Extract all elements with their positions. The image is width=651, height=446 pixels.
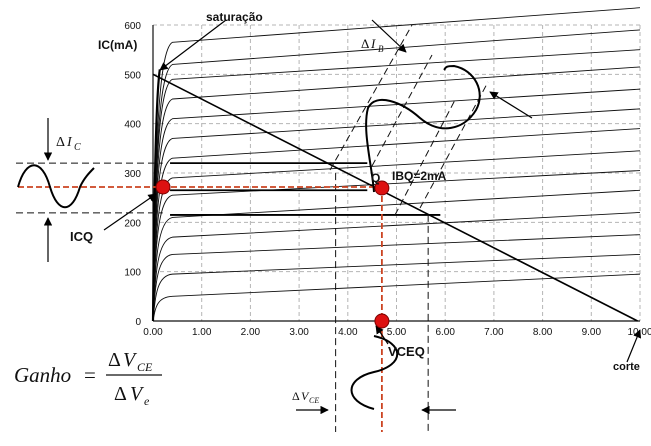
q-point-guides (16, 24, 489, 432)
x-tick-label: 1.00 (192, 327, 212, 338)
svg-text:CE: CE (309, 396, 319, 405)
svg-text:C: C (74, 142, 81, 153)
y-axis-label: IC(mA) (98, 38, 137, 52)
x-tick-label: 3.00 (289, 327, 309, 338)
x-tick-label: 4.00 (338, 327, 358, 338)
svg-text:V: V (123, 349, 138, 371)
svg-text:CE: CE (137, 360, 153, 374)
svg-text:B: B (378, 44, 384, 54)
saturation-edge (151, 69, 161, 322)
cutoff-arrow (626, 329, 642, 363)
x-tick-label: 6.00 (435, 327, 455, 338)
y-tick-label: 200 (124, 218, 141, 229)
svg-text:V: V (130, 383, 145, 405)
delta-ic-label: Δ I C (56, 135, 81, 153)
ib-wave (365, 64, 481, 193)
vceq-label: VCEQ (388, 344, 425, 359)
svg-text:Δ: Δ (361, 36, 369, 51)
icq-marker (155, 179, 171, 195)
delta-ib-guide (371, 54, 433, 167)
signal-waves (17, 64, 481, 410)
svg-text:V: V (301, 389, 310, 403)
load-line-segment (152, 73, 638, 322)
x-tick-label: 9.00 (582, 327, 602, 338)
y-tick-label: 100 (124, 268, 141, 279)
icq-arrow (103, 193, 157, 231)
ic-wave (17, 164, 95, 208)
vceq-marker (374, 313, 390, 329)
ibq-label: IBQ=2mA (392, 169, 447, 183)
load-line (152, 73, 638, 322)
cutoff-label: corte (613, 361, 640, 373)
svg-text:I: I (66, 135, 73, 150)
svg-text:I: I (370, 36, 376, 51)
y-tick-label: 600 (124, 21, 141, 32)
vceq-arrow (375, 325, 389, 345)
svg-text:Δ: Δ (292, 389, 300, 403)
svg-text:Δ: Δ (56, 135, 65, 150)
x-tick-label: 8.00 (533, 327, 553, 338)
y-tick-label: 500 (124, 70, 141, 81)
svg-text:Δ: Δ (114, 383, 127, 405)
collector-curves (151, 7, 641, 322)
x-tick-label: 7.00 (484, 327, 504, 338)
y-tick-label: 400 (124, 120, 141, 131)
svg-text:Δ: Δ (108, 349, 121, 371)
delta-ib-label: Δ I B (361, 36, 384, 54)
y-tick-label: 300 (124, 169, 141, 180)
q-markers (155, 179, 390, 329)
svg-text:e: e (144, 394, 150, 408)
gain-formula: Ganho = Δ V CE Δ V e (14, 349, 162, 408)
svg-text:Ganho: Ganho (14, 363, 71, 387)
y-tick-label: 0 (135, 317, 141, 328)
delta-ib-guide (419, 81, 489, 209)
vce-wave (350, 335, 399, 410)
annotation-arrows (43, 19, 642, 415)
delta-vce-label: Δ V CE (292, 389, 319, 405)
x-tick-label: 5.00 (387, 327, 407, 338)
q-label: Q (371, 171, 380, 185)
delta-ib-arrow (371, 19, 407, 53)
q-point-marker (374, 180, 390, 196)
saturation-arrow (159, 19, 227, 71)
saturation-label: saturação (206, 10, 263, 24)
x-tick-label: 2.00 (241, 327, 261, 338)
ib-wave-arrow (489, 91, 533, 119)
svg-text:=: = (84, 363, 96, 387)
x-tick-label: 0.00 (143, 327, 163, 338)
icq-label: ICQ (70, 229, 93, 244)
